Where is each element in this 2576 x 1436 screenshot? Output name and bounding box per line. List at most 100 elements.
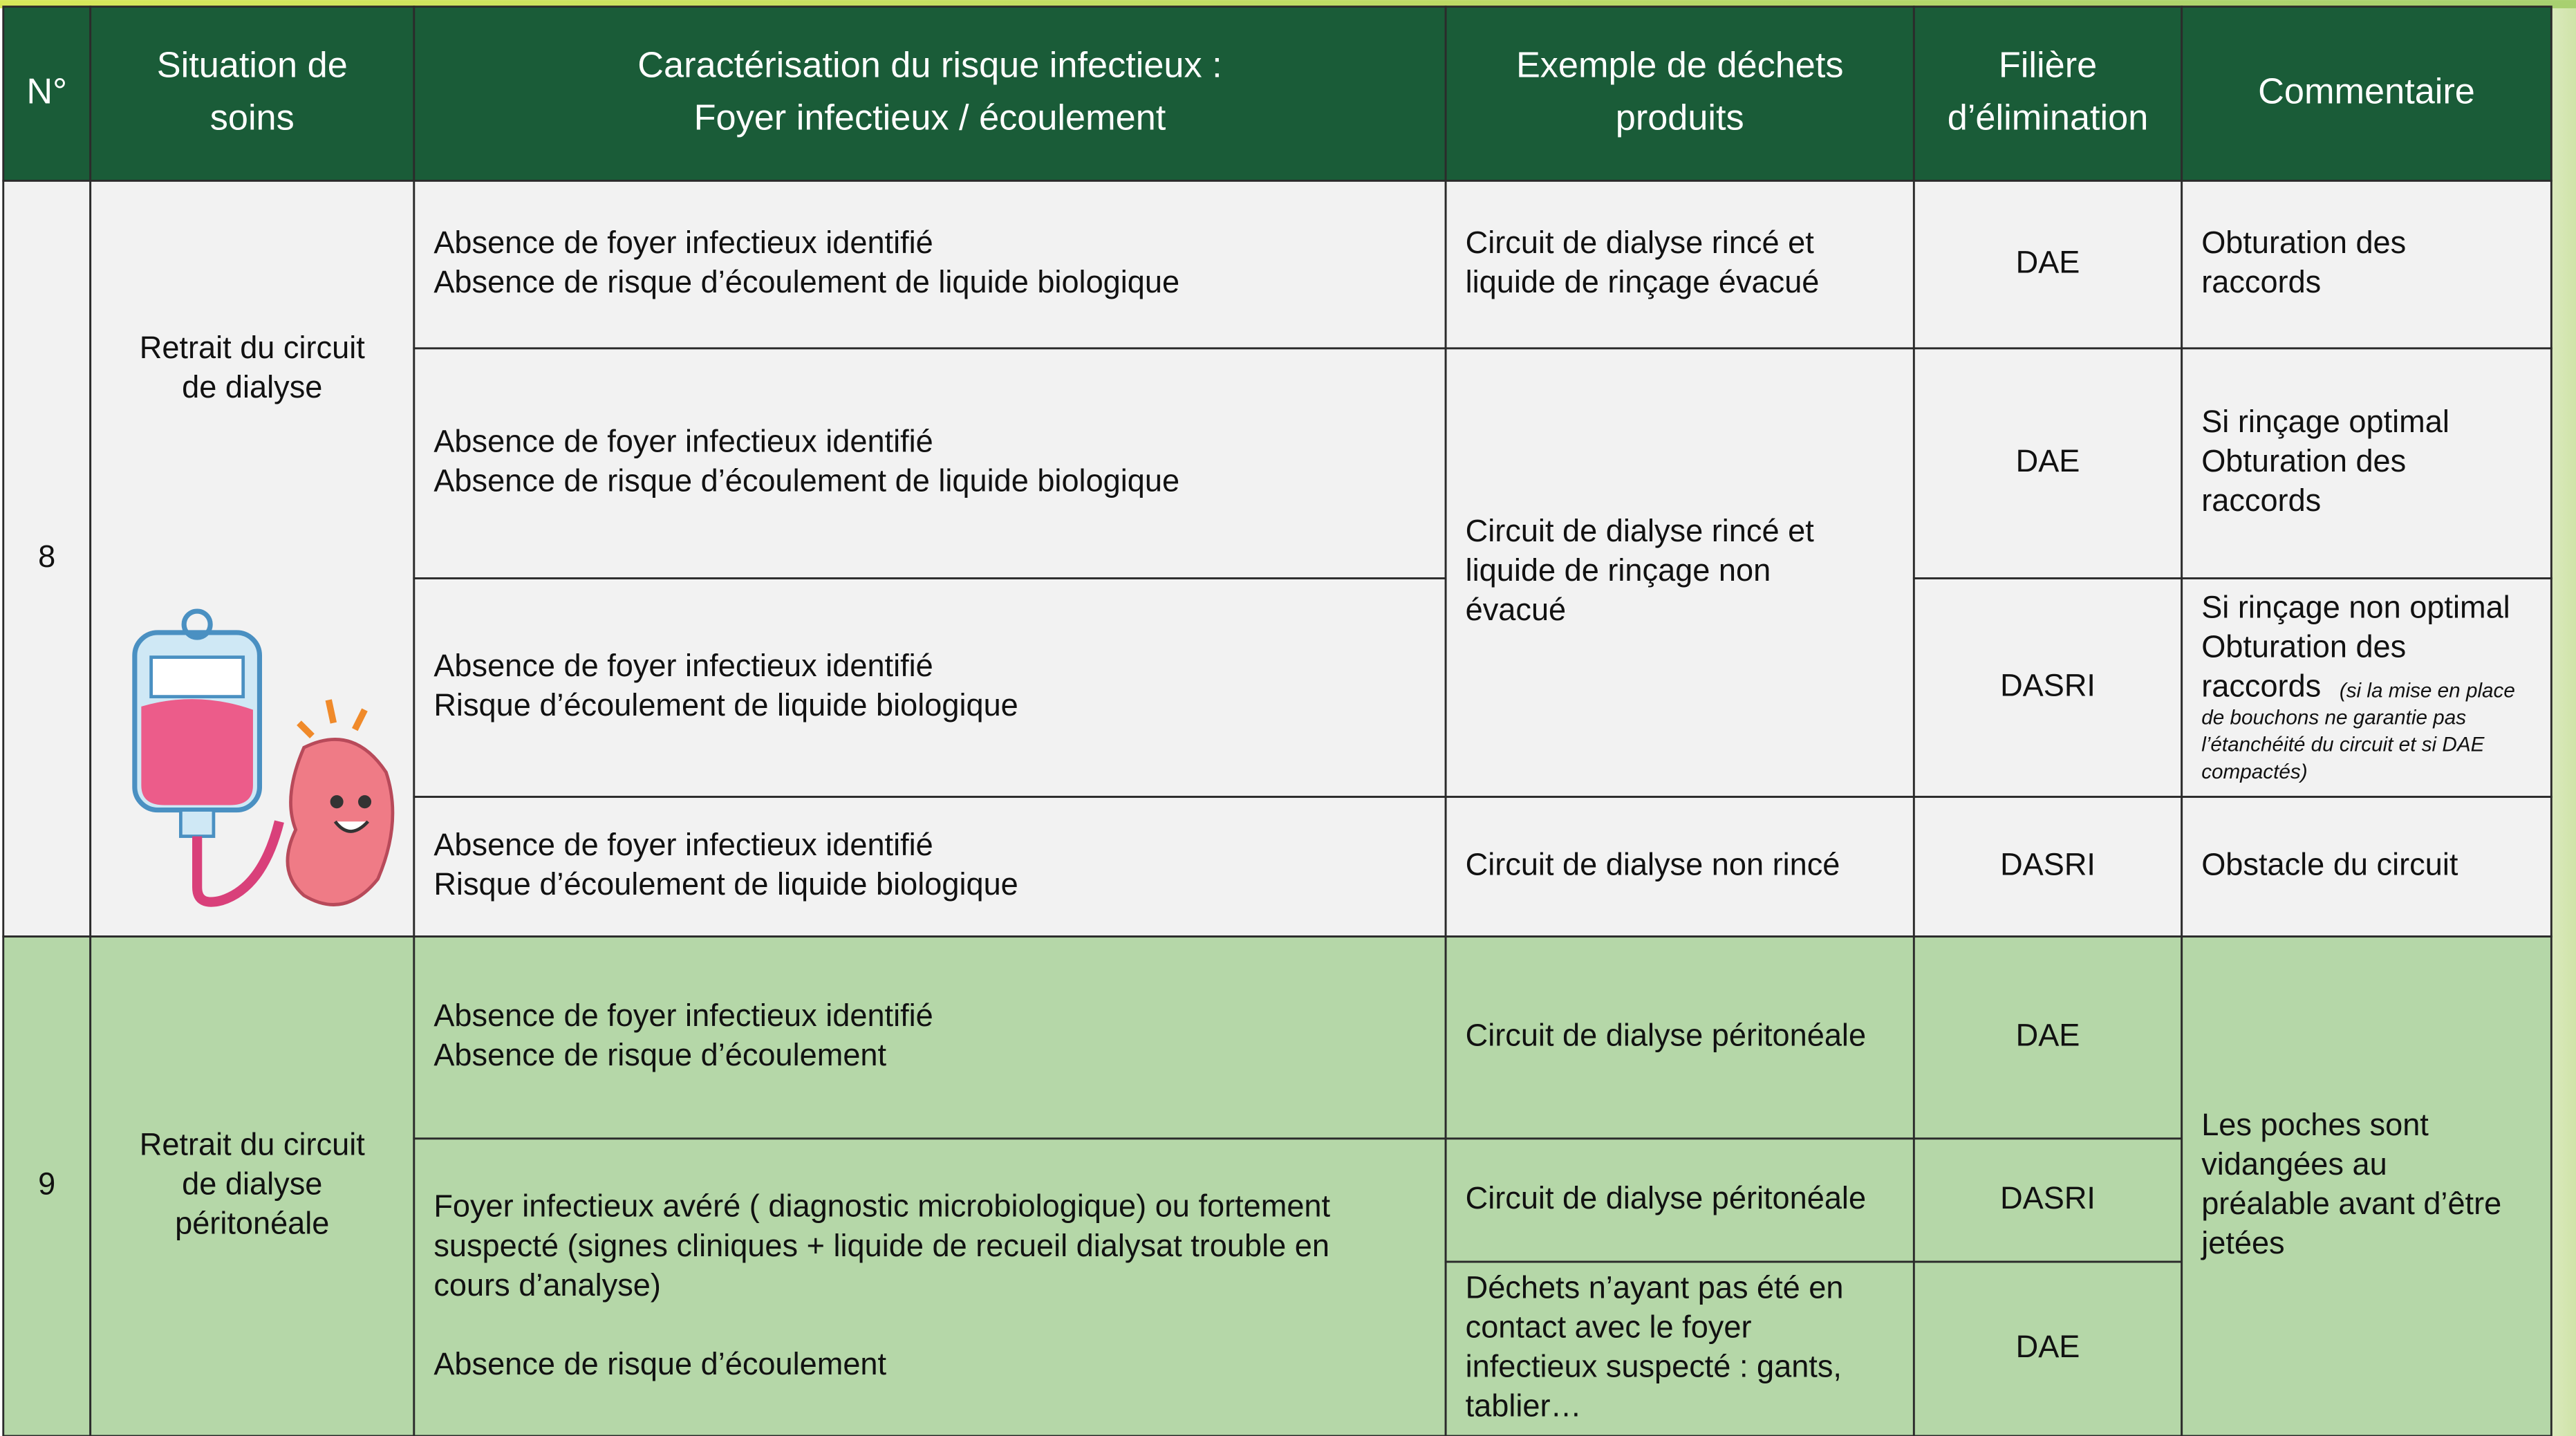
disposal-channel: DASRI xyxy=(2000,1180,2096,1215)
disposal-channel: DAE xyxy=(2016,1018,2080,1053)
header-text: d’élimination xyxy=(1948,97,2149,138)
cell xyxy=(2181,180,2552,350)
comment: raccords xyxy=(2201,669,2321,704)
cell xyxy=(1444,347,1915,798)
cell xyxy=(413,347,1447,579)
disposal-channel: DAE xyxy=(2016,443,2080,478)
disposal-channel: DASRI xyxy=(2000,667,2096,702)
cells xyxy=(2,6,2552,1436)
cell xyxy=(1912,796,2183,938)
header-text: Situation de xyxy=(157,45,348,85)
waste-example: évacué xyxy=(1466,592,1567,627)
cell xyxy=(1912,6,2183,182)
waste-example: liquide de rinçage évacué xyxy=(1466,264,1820,299)
disposal-channel: DAE xyxy=(2016,1329,2080,1364)
cell xyxy=(2181,6,2552,182)
risk: Absence de foyer infectieux identifié xyxy=(433,424,933,459)
cell xyxy=(1444,180,1915,350)
cell xyxy=(2181,935,2552,1436)
risk: Absence de risque d’écoulement de liquid… xyxy=(433,463,1179,498)
comment-note: compactés) xyxy=(2201,761,2307,783)
risk: cours d’analyse) xyxy=(433,1267,661,1303)
comment: préalable avant d’être xyxy=(2201,1186,2501,1221)
header-text: N° xyxy=(26,71,67,111)
comment: Obstacle du circuit xyxy=(2201,846,2458,882)
risk: Absence de foyer infectieux identifié xyxy=(433,648,933,683)
waste-example: Circuit de dialyse péritonéale xyxy=(1466,1018,1866,1053)
situation: péritonéale xyxy=(175,1206,329,1241)
waste-example: contact avec le foyer xyxy=(1466,1309,1752,1344)
cell xyxy=(2,6,92,182)
waste-example: liquide de rinçage non xyxy=(1466,552,1771,588)
comment: vidangées au xyxy=(2201,1146,2387,1182)
situation: Retrait du circuit xyxy=(140,330,365,365)
cell xyxy=(413,935,1447,1140)
situation: Retrait du circuit xyxy=(140,1127,365,1162)
comment: Obturation des xyxy=(2201,443,2406,478)
comment: Si rinçage non optimal xyxy=(2201,590,2510,625)
cell-texts: N° Situation de soins Caractérisation du ri… xyxy=(26,45,2515,1423)
header-text: Foyer infectieux / écoulement xyxy=(694,97,1166,138)
row-number: 8 xyxy=(38,539,55,574)
cell xyxy=(1444,1137,1915,1263)
risk: Absence de risque d’écoulement xyxy=(433,1037,886,1072)
situation: de dialyse xyxy=(182,1166,322,1202)
disposal-channel: DASRI xyxy=(2000,846,2096,882)
comment: Si rinçage optimal xyxy=(2201,404,2449,439)
cell xyxy=(89,6,416,182)
comment-note: l’étanchéité du circuit et si DAE xyxy=(2201,734,2485,756)
waste-example: Circuit de dialyse péritonéale xyxy=(1466,1180,1866,1215)
comment-note: (si la mise en place xyxy=(2340,679,2515,702)
header-text: Filière xyxy=(1999,45,2097,85)
waste-example: tablier… xyxy=(1466,1388,1582,1423)
cell xyxy=(413,577,1447,798)
risk: Absence de risque d’écoulement de liquid… xyxy=(433,264,1179,299)
disposal-channel: DAE xyxy=(2016,245,2080,280)
waste-example: infectieux suspecté : gants, xyxy=(1466,1348,1842,1383)
row-number: 9 xyxy=(38,1166,55,1202)
waste-example: Circuit de dialyse non rincé xyxy=(1466,846,1840,882)
comment-note: de bouchons ne garantie pas xyxy=(2201,707,2466,729)
comment: Obturation des xyxy=(2201,225,2406,260)
cell xyxy=(1912,180,2183,350)
waste-example: Circuit de dialyse rincé et xyxy=(1466,225,1815,260)
header-text: produits xyxy=(1616,97,1744,138)
header-text: Commentaire xyxy=(2258,71,2475,111)
comment: raccords xyxy=(2201,264,2321,299)
risk: Absence de foyer infectieux identifié xyxy=(433,225,933,260)
dialysis-illustration xyxy=(132,608,395,907)
risk: Absence de foyer infectieux identifié xyxy=(433,998,933,1033)
risk: Foyer infectieux avéré ( diagnostic micr… xyxy=(433,1188,1330,1224)
top-strip xyxy=(0,0,2576,8)
cell xyxy=(413,6,1447,182)
cell xyxy=(1912,1260,2183,1436)
comment: jetées xyxy=(2200,1225,2284,1260)
cell xyxy=(2181,577,2552,798)
cell xyxy=(413,180,1447,350)
risk: Absence de risque d’écoulement xyxy=(433,1346,886,1381)
cell xyxy=(1444,935,1915,1140)
cell xyxy=(1912,1137,2183,1263)
cell xyxy=(1444,6,1915,182)
comment: Les poches sont xyxy=(2201,1107,2429,1142)
cell xyxy=(1912,935,2183,1140)
cell xyxy=(2181,347,2552,579)
risk: suspecté (signes cliniques + liquide de … xyxy=(433,1228,1329,1263)
risk: Risque d’écoulement de liquide biologiqu… xyxy=(433,687,1018,722)
waste-example: Circuit de dialyse rincé et xyxy=(1466,513,1815,548)
risk: Risque d’écoulement de liquide biologiqu… xyxy=(433,866,1018,902)
comment: Obturation des xyxy=(2201,629,2406,664)
comment: raccords xyxy=(2201,483,2321,518)
header-text: Exemple de déchets xyxy=(1516,45,1844,85)
cell xyxy=(2,935,92,1436)
cell xyxy=(1912,347,2183,579)
cell xyxy=(1912,577,2183,798)
situation: de dialyse xyxy=(182,369,322,404)
waste-example: Déchets n’ayant pas été en xyxy=(1466,1269,1844,1305)
risk: Absence de foyer infectieux identifié xyxy=(433,827,933,862)
cell xyxy=(413,796,1447,938)
cell xyxy=(89,935,416,1436)
header-text: Caractérisation du risque infectieux : xyxy=(637,45,1222,85)
